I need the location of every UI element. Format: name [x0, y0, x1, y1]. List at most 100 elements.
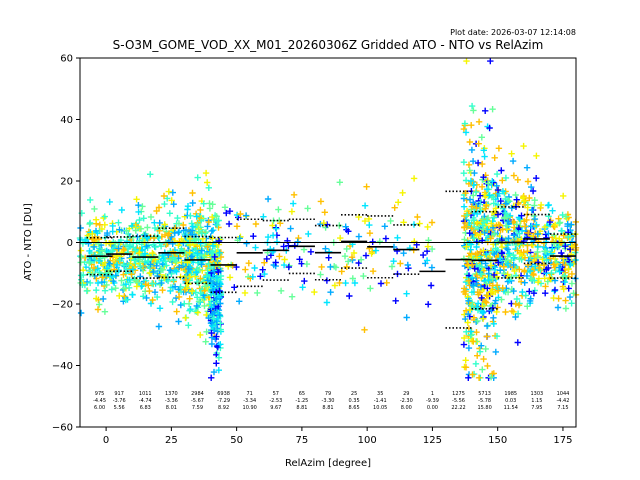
scatter-point	[489, 224, 497, 231]
scatter-point	[261, 259, 268, 266]
bin-std-label: 22.22	[451, 405, 465, 411]
scatter-point	[492, 205, 500, 212]
scatter-point	[518, 227, 526, 234]
bin-mean-label: -9.39	[426, 398, 439, 404]
bin-mean-label: -3.34	[243, 398, 256, 404]
scatter-point	[486, 124, 493, 132]
scatter-point	[543, 266, 550, 273]
scatter-point	[467, 246, 474, 253]
scatter-point	[350, 249, 358, 257]
scatter-point	[86, 247, 93, 255]
scatter-point	[550, 261, 557, 268]
scatter-point	[305, 230, 312, 238]
scatter-point	[476, 289, 484, 296]
scatter-point	[497, 197, 504, 205]
scatter-point	[216, 249, 223, 256]
scatter-point	[288, 208, 296, 215]
scatter-point	[465, 161, 473, 168]
scatter-point	[497, 267, 504, 274]
scatter-point	[107, 240, 114, 247]
scatter-point	[534, 248, 541, 256]
scatter-point	[552, 221, 559, 229]
scatter-point	[215, 367, 222, 374]
scatter-point	[168, 270, 175, 277]
scatter-point	[337, 234, 344, 242]
scatter-point	[463, 57, 470, 65]
scatter-point	[510, 232, 517, 239]
scatter-point	[513, 221, 520, 228]
scatter-point	[463, 243, 470, 250]
scatter-point	[540, 261, 548, 269]
scatter-point	[467, 328, 475, 335]
scatter-point	[397, 260, 404, 267]
scatter-point	[153, 207, 160, 215]
scatter-point	[463, 211, 471, 219]
scatter-point	[469, 282, 477, 289]
bin-mean-label: -5.78	[478, 398, 491, 404]
scatter-point	[162, 258, 169, 265]
scatter-point	[134, 279, 141, 286]
scatter-point	[526, 288, 533, 295]
scatter-point	[510, 252, 517, 259]
scatter-point	[476, 192, 484, 199]
bin-std-label: 7.59	[192, 405, 203, 411]
scatter-point	[303, 260, 311, 268]
scatter-point	[504, 289, 512, 296]
scatter-point	[526, 267, 534, 275]
chart-subtitle: Plot date: 2026-03-07 12:14:08	[450, 28, 576, 37]
scatter-point	[145, 282, 152, 289]
scatter-point	[205, 260, 212, 267]
scatter-point	[171, 283, 179, 290]
scatter-point	[103, 281, 110, 289]
scatter-point	[123, 227, 130, 234]
scatter-point	[501, 270, 508, 277]
scatter-point	[483, 250, 490, 258]
scatter-point	[157, 243, 165, 250]
scatter-point	[343, 245, 350, 253]
scatter-point	[467, 177, 475, 185]
scatter-point	[366, 230, 374, 237]
bin-mean-label: 1.15	[531, 398, 542, 404]
scatter-point	[381, 223, 388, 230]
scatter-point	[149, 249, 156, 257]
scatter-point	[176, 264, 183, 271]
scatter-point	[204, 243, 211, 250]
scatter-point	[520, 142, 527, 150]
scatter-point	[508, 204, 515, 212]
scatter-point	[115, 245, 122, 252]
scatter-point	[77, 259, 84, 266]
scatter-point	[217, 320, 224, 327]
scatter-point	[559, 211, 566, 219]
scatter-point	[147, 171, 154, 178]
scatter-point	[201, 287, 208, 294]
scatter-point	[480, 355, 487, 363]
y-tick-label: 60	[60, 54, 73, 65]
scatter-point	[568, 300, 575, 307]
scatter-point	[400, 219, 407, 226]
scatter-point	[208, 304, 215, 311]
scatter-point	[173, 308, 180, 315]
scatter-point	[512, 191, 519, 199]
scatter-point	[194, 221, 201, 229]
scatter-point	[473, 243, 480, 251]
scatter-point	[237, 210, 244, 218]
bin-count-label: 79	[325, 391, 331, 397]
scatter-point	[215, 217, 222, 224]
scatter-point	[474, 250, 481, 257]
scatter-point	[195, 298, 203, 305]
scatter-point	[519, 288, 526, 296]
scatter-point	[159, 266, 167, 273]
bin-std-label: 5.56	[114, 405, 125, 411]
scatter-point	[495, 145, 503, 152]
scatter-point	[468, 122, 475, 129]
scatter-point	[463, 261, 471, 268]
scatter-point	[502, 174, 510, 182]
scatter-point	[479, 366, 486, 373]
scatter-point	[464, 319, 471, 326]
scatter-point	[511, 267, 518, 275]
scatter-point	[495, 221, 503, 228]
scatter-point	[514, 310, 522, 317]
scatter-point	[491, 230, 498, 238]
scatter-point	[562, 297, 569, 304]
scatter-point	[478, 294, 485, 302]
